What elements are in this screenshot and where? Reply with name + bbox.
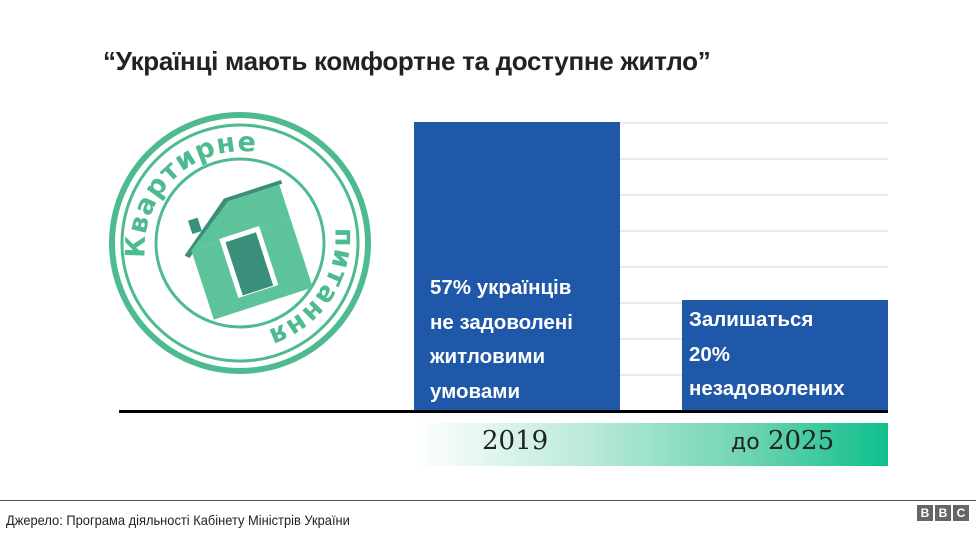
x-label-2025: до 2025 [731,426,835,456]
bbc-logo-letter: B [935,505,951,521]
source-note: Джерело: Програма діяльності Кабінету Мі… [6,512,350,528]
bbc-logo-letter: C [953,505,969,521]
gridline [620,194,888,196]
bbc-logo-letter: B [917,505,933,521]
bar-2025-label: Залишаться 20% незадоволених [689,308,845,400]
x-label-2019: 2019 [482,426,549,456]
housing-stamp-icon: Квартирне питання [109,112,371,374]
chart-title: “Українці мають комфортне та доступне жи… [103,46,711,76]
gridline [620,122,888,124]
gridline [620,230,888,232]
x-axis-band [414,423,888,466]
gridline [620,158,888,160]
bbc-logo: B B C [917,505,969,521]
bar-2019: 57% українців не задоволені житловими ум… [414,122,620,411]
footer-divider [0,500,976,501]
bar-2025: Залишаться 20% незадоволених [682,300,888,411]
bar-2019-label: 57% українців не задоволені житловими ум… [430,276,573,403]
gridline [620,266,888,268]
x-axis-baseline [119,410,888,413]
